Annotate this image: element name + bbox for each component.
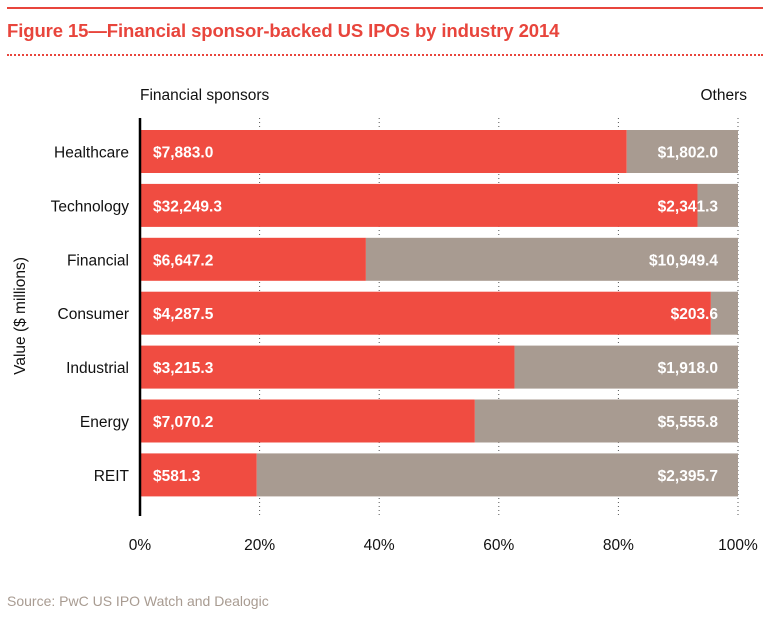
bar-others-reit xyxy=(256,453,738,497)
value-label-others-financial: $10,949.4 xyxy=(649,252,718,269)
bar-financial-sponsors-technology xyxy=(140,183,698,227)
category-label-reit: REIT xyxy=(94,468,130,485)
figure-title: Figure 15—Financial sponsor-backed US IP… xyxy=(7,20,560,41)
bar-others-energy xyxy=(474,399,738,443)
bar-financial-sponsors-industrial xyxy=(140,345,515,389)
x-tick-label-0: 0% xyxy=(129,537,152,554)
x-tick-labels: 0% 20% 40% 60% 80% 100% xyxy=(129,537,758,554)
bar-others-technology xyxy=(697,183,738,227)
value-label-financial-sponsors-healthcare: $7,883.0 xyxy=(153,145,213,162)
bar-financial-sponsors-reit xyxy=(140,453,257,497)
x-tick-label-100: 100% xyxy=(718,537,758,554)
value-label-financial-sponsors-energy: $7,070.2 xyxy=(153,414,213,431)
bar-others-healthcare xyxy=(626,130,738,173)
bar-others-industrial xyxy=(514,345,738,389)
value-label-others-energy: $5,555.8 xyxy=(658,414,719,431)
x-tick-label-80: 80% xyxy=(603,537,634,554)
value-label-financial-sponsors-consumer: $4,287.5 xyxy=(153,306,214,323)
x-tick-label-60: 60% xyxy=(483,537,514,554)
category-label-energy: Energy xyxy=(80,414,129,431)
bar-financial-sponsors-consumer xyxy=(140,291,711,335)
bars xyxy=(140,130,738,497)
value-label-others-reit: $2,395.7 xyxy=(658,468,718,485)
value-label-financial-sponsors-industrial: $3,215.3 xyxy=(153,360,214,377)
legend-financial-sponsors: Financial sponsors xyxy=(140,87,269,104)
bar-financial-sponsors-energy xyxy=(140,399,475,443)
legend-others: Others xyxy=(700,87,747,104)
bar-financial-sponsors-healthcare xyxy=(140,130,627,173)
value-label-financial-sponsors-technology: $32,249.3 xyxy=(153,198,222,215)
value-label-others-consumer: $203.6 xyxy=(671,306,719,323)
bar-others-consumer xyxy=(710,291,738,335)
x-tick-label-20: 20% xyxy=(244,537,275,554)
x-tick-label-40: 40% xyxy=(364,537,395,554)
bar-others-financial xyxy=(365,237,738,281)
bar-labels: $7,883.0 $1,802.0 $32,249.3 $2,341.3 $6,647.… xyxy=(153,145,718,485)
value-label-others-technology: $2,341.3 xyxy=(658,198,719,215)
category-label-industrial: Industrial xyxy=(66,360,129,377)
bar-financial-sponsors-financial xyxy=(140,237,366,281)
dotted-rule xyxy=(7,54,763,56)
category-label-financial: Financial xyxy=(67,252,129,269)
top-rule xyxy=(7,7,763,9)
source-note: Source: PwC US IPO Watch and Dealogic xyxy=(7,593,269,609)
value-label-financial-sponsors-reit: $581.3 xyxy=(153,468,201,485)
category-labels: Healthcare Technology Financial Consumer Ind… xyxy=(51,145,130,485)
value-label-financial-sponsors-financial: $6,647.2 xyxy=(153,252,213,269)
y-axis-label: Value ($ millions) xyxy=(12,257,29,375)
category-label-technology: Technology xyxy=(51,198,130,215)
value-label-others-healthcare: $1,802.0 xyxy=(658,145,718,162)
value-label-others-industrial: $1,918.0 xyxy=(658,360,718,377)
category-label-healthcare: Healthcare xyxy=(54,145,129,162)
category-label-consumer: Consumer xyxy=(58,306,130,323)
